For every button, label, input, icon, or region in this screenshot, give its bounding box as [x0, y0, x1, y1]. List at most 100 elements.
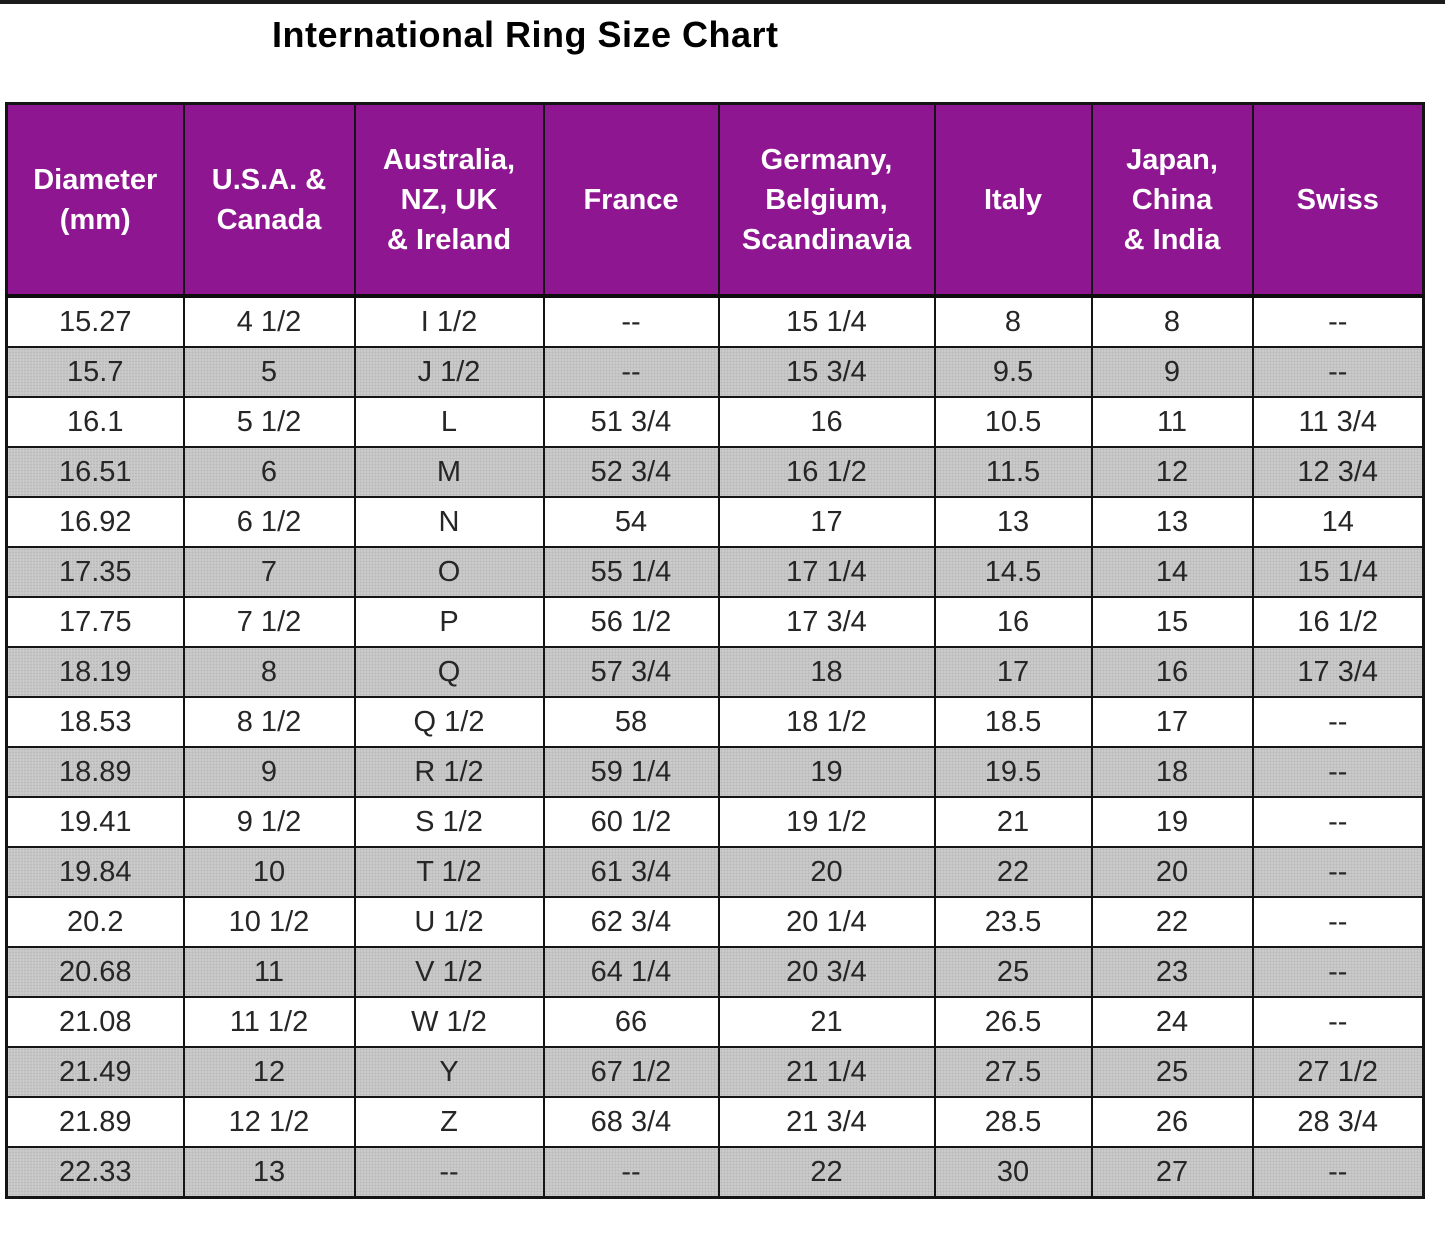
cell-france: --	[542, 295, 720, 348]
cell-usa_canada: 7 1/2	[182, 596, 356, 648]
table-row: 17.75 7 1/2 P 56 1/2 17 3/4 16 15 16 1/2	[5, 596, 1425, 648]
cell-italy: 11.5	[933, 446, 1093, 498]
cell-swiss: --	[1251, 295, 1425, 348]
cell-swiss: --	[1251, 796, 1425, 848]
column-header-italy: Italy	[933, 102, 1093, 298]
cell-swiss: 27 1/2	[1251, 1046, 1425, 1098]
cell-germany_belgium_scandinavia: 19 1/2	[717, 796, 936, 848]
cell-diameter_mm: 18.89	[5, 746, 185, 798]
column-header-usa-canada: U.S.A. & Canada	[182, 102, 356, 298]
cell-germany_belgium_scandinavia: 16	[717, 396, 936, 448]
ring-size-table: Diameter (mm) U.S.A. & Canada Australia,…	[5, 102, 1425, 1199]
cell-germany_belgium_scandinavia: 22	[717, 1146, 936, 1199]
table-row: 15.7 5 J 1/2 -- 15 3/4 9.5 9 --	[5, 346, 1425, 398]
cell-japan_china_india: 26	[1090, 1096, 1254, 1148]
cell-italy: 8	[933, 295, 1093, 348]
cell-france: 62 3/4	[542, 896, 720, 948]
cell-italy: 21	[933, 796, 1093, 848]
cell-usa_canada: 5 1/2	[182, 396, 356, 448]
cell-japan_china_india: 18	[1090, 746, 1254, 798]
cell-japan_china_india: 11	[1090, 396, 1254, 448]
cell-aus_nz_uk_ireland: Z	[353, 1096, 545, 1148]
cell-diameter_mm: 19.84	[5, 846, 185, 898]
cell-japan_china_india: 17	[1090, 696, 1254, 748]
cell-germany_belgium_scandinavia: 15 3/4	[717, 346, 936, 398]
column-header-france: France	[542, 102, 720, 298]
cell-germany_belgium_scandinavia: 18 1/2	[717, 696, 936, 748]
cell-usa_canada: 4 1/2	[182, 295, 356, 348]
cell-france: 64 1/4	[542, 946, 720, 998]
cell-aus_nz_uk_ireland: W 1/2	[353, 996, 545, 1048]
cell-swiss: --	[1251, 696, 1425, 748]
cell-swiss: 11 3/4	[1251, 396, 1425, 448]
cell-germany_belgium_scandinavia: 21 1/4	[717, 1046, 936, 1098]
top-border-line	[0, 0, 1445, 4]
cell-aus_nz_uk_ireland: M	[353, 446, 545, 498]
cell-swiss: 16 1/2	[1251, 596, 1425, 648]
cell-diameter_mm: 17.35	[5, 546, 185, 598]
table-row: 20.68 11 V 1/2 64 1/4 20 3/4 25 23 --	[5, 946, 1425, 998]
cell-france: 58	[542, 696, 720, 748]
cell-aus_nz_uk_ireland: R 1/2	[353, 746, 545, 798]
cell-italy: 25	[933, 946, 1093, 998]
cell-italy: 17	[933, 646, 1093, 698]
cell-aus_nz_uk_ireland: J 1/2	[353, 346, 545, 398]
cell-diameter_mm: 16.92	[5, 496, 185, 548]
cell-japan_china_india: 15	[1090, 596, 1254, 648]
cell-germany_belgium_scandinavia: 17 1/4	[717, 546, 936, 598]
cell-usa_canada: 9	[182, 746, 356, 798]
cell-usa_canada: 12 1/2	[182, 1096, 356, 1148]
table-row: 21.89 12 1/2 Z 68 3/4 21 3/4 28.5 26 28 3/4	[5, 1096, 1425, 1148]
cell-germany_belgium_scandinavia: 17 3/4	[717, 596, 936, 648]
cell-diameter_mm: 22.33	[5, 1146, 185, 1199]
cell-france: 54	[542, 496, 720, 548]
cell-usa_canada: 6	[182, 446, 356, 498]
cell-diameter_mm: 20.68	[5, 946, 185, 998]
cell-japan_china_india: 24	[1090, 996, 1254, 1048]
cell-swiss: --	[1251, 746, 1425, 798]
cell-diameter_mm: 20.2	[5, 896, 185, 948]
cell-diameter_mm: 21.08	[5, 996, 185, 1048]
cell-japan_china_india: 12	[1090, 446, 1254, 498]
ring-size-table-header: Diameter (mm) U.S.A. & Canada Australia,…	[5, 102, 1425, 298]
cell-italy: 10.5	[933, 396, 1093, 448]
cell-diameter_mm: 16.1	[5, 396, 185, 448]
cell-germany_belgium_scandinavia: 15 1/4	[717, 295, 936, 348]
cell-france: --	[542, 346, 720, 398]
cell-japan_china_india: 19	[1090, 796, 1254, 848]
table-row: 16.1 5 1/2 L 51 3/4 16 10.5 11 11 3/4	[5, 396, 1425, 448]
cell-usa_canada: 9 1/2	[182, 796, 356, 848]
cell-italy: 28.5	[933, 1096, 1093, 1148]
cell-france: 56 1/2	[542, 596, 720, 648]
cell-aus_nz_uk_ireland: U 1/2	[353, 896, 545, 948]
cell-swiss: 12 3/4	[1251, 446, 1425, 498]
cell-france: 61 3/4	[542, 846, 720, 898]
table-row: 21.08 11 1/2 W 1/2 66 21 26.5 24 --	[5, 996, 1425, 1048]
cell-japan_china_india: 14	[1090, 546, 1254, 598]
table-row: 19.84 10 T 1/2 61 3/4 20 22 20 --	[5, 846, 1425, 898]
cell-france: 66	[542, 996, 720, 1048]
cell-swiss: --	[1251, 846, 1425, 898]
table-row: 22.33 13 -- -- 22 30 27 --	[5, 1146, 1425, 1199]
cell-diameter_mm: 15.27	[5, 295, 185, 348]
column-header-diameter-mm: Diameter (mm)	[5, 102, 185, 298]
column-header-germany-belgium-scandinavia: Germany, Belgium, Scandinavia	[717, 102, 936, 298]
cell-aus_nz_uk_ireland: V 1/2	[353, 946, 545, 998]
cell-germany_belgium_scandinavia: 18	[717, 646, 936, 698]
header-row: Diameter (mm) U.S.A. & Canada Australia,…	[5, 102, 1425, 298]
cell-usa_canada: 13	[182, 1146, 356, 1199]
cell-swiss: --	[1251, 346, 1425, 398]
cell-aus_nz_uk_ireland: N	[353, 496, 545, 548]
cell-aus_nz_uk_ireland: Q 1/2	[353, 696, 545, 748]
table-row: 15.27 4 1/2 I 1/2 -- 15 1/4 8 8 --	[5, 295, 1425, 348]
cell-france: 59 1/4	[542, 746, 720, 798]
cell-swiss: --	[1251, 896, 1425, 948]
cell-italy: 9.5	[933, 346, 1093, 398]
cell-usa_canada: 10 1/2	[182, 896, 356, 948]
column-header-japan-china-india: Japan, China & India	[1090, 102, 1254, 298]
cell-japan_china_india: 25	[1090, 1046, 1254, 1098]
cell-italy: 27.5	[933, 1046, 1093, 1098]
cell-usa_canada: 12	[182, 1046, 356, 1098]
cell-france: 55 1/4	[542, 546, 720, 598]
cell-italy: 22	[933, 846, 1093, 898]
